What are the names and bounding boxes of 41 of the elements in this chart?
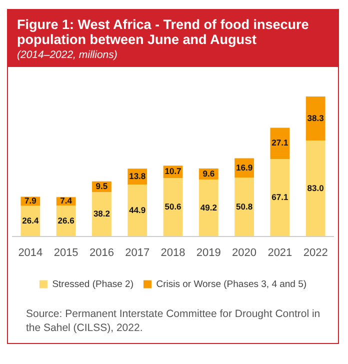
data-label: 9.5 — [96, 181, 108, 192]
legend-label: Stressed (Phase 2) — [52, 278, 134, 290]
x-tick-label: 2015 — [54, 246, 78, 259]
bar — [270, 128, 290, 159]
bar — [306, 96, 326, 141]
x-tick-label: 2020 — [232, 246, 257, 259]
data-label: 26.4 — [22, 215, 39, 226]
x-tick-label: 2022 — [303, 246, 328, 259]
chart-title: Figure 1: West Africa - Trend of food insecure population between June and August — [17, 17, 310, 47]
x-tick-label: 2016 — [89, 246, 114, 259]
data-label: 38.2 — [93, 208, 110, 219]
x-tick-label: 2021 — [268, 246, 292, 259]
data-label: 44.9 — [129, 204, 146, 215]
data-label: 50.8 — [236, 201, 253, 212]
data-label: 7.9 — [24, 196, 37, 206]
data-label: 38.3 — [307, 112, 324, 123]
source-note: Source: Permanent Interstate Committee for Drought Control in the Sahel (CILSS), 2022. — [26, 307, 322, 335]
data-label: 27.1 — [272, 138, 288, 148]
x-tick-label: 2017 — [125, 246, 150, 259]
bar — [270, 158, 290, 236]
bar — [306, 140, 326, 236]
bar — [234, 178, 254, 236]
bar — [198, 180, 218, 236]
x-tick-label: 2019 — [196, 246, 221, 259]
data-label: 49.2 — [200, 202, 218, 212]
data-label: 10.7 — [164, 166, 182, 176]
legend-label: Crisis or Worse (Phases 3, 4 and 5) — [156, 278, 307, 290]
bar — [128, 184, 148, 236]
data-label: 7.4 — [60, 196, 72, 206]
data-label: 16.9 — [236, 162, 253, 172]
x-tick-label: 2014 — [18, 246, 43, 259]
data-label: 50.6 — [164, 201, 182, 212]
bar — [163, 178, 183, 236]
data-label: 9.6 — [202, 168, 215, 178]
data-label: 13.8 — [129, 170, 146, 181]
chart-subtitle: (2014–2022, millions) — [17, 49, 118, 61]
data-label: 83.0 — [307, 182, 324, 193]
data-label: 26.6 — [58, 215, 75, 226]
x-tick-label: 2018 — [160, 246, 186, 259]
bar — [92, 192, 112, 236]
data-label: 67.1 — [272, 192, 288, 202]
